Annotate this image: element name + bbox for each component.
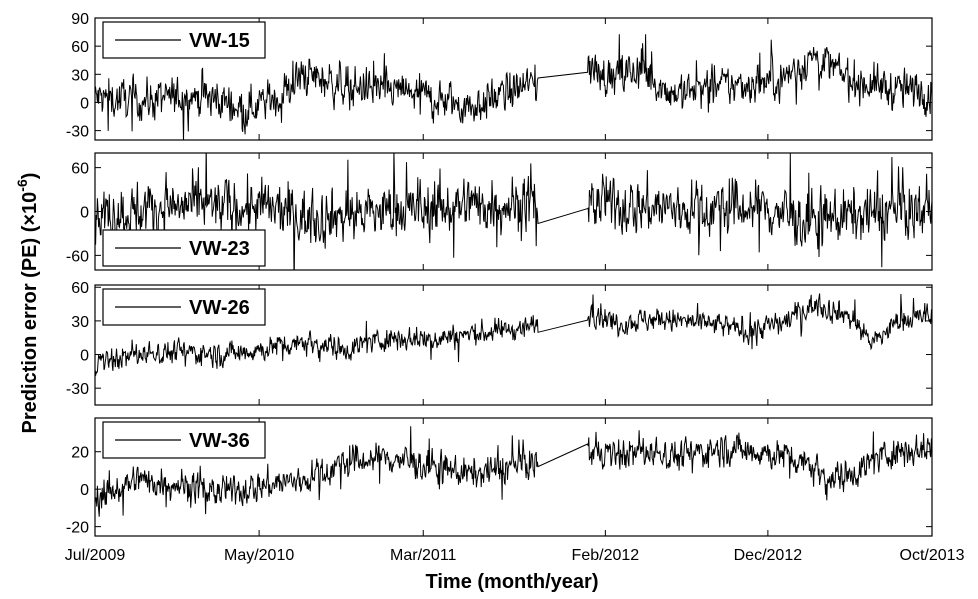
- y-tick-label: -20: [66, 520, 89, 537]
- series-line-vw-26: [95, 293, 932, 376]
- panel-vw-23: -60 0 60 VW-23: [66, 152, 933, 271]
- y-axis-title-close: ): [19, 173, 41, 180]
- y-axis-title-main: Prediction error (PE) (×10: [19, 192, 41, 434]
- axes-box: [94, 417, 933, 537]
- series-line-vw-36: [95, 426, 932, 517]
- y-tick-label: 20: [71, 445, 89, 462]
- x-tick-label: Feb/2012: [572, 547, 640, 564]
- legend: VW-15: [102, 21, 266, 59]
- y-tick-label: 60: [71, 161, 89, 178]
- series-line-vw-23: [95, 153, 932, 270]
- y-tick-label: 0: [80, 482, 89, 499]
- legend: VW-26: [102, 288, 266, 326]
- y-axis-title: Prediction error (PE) (×10-6): [14, 173, 41, 434]
- legend-label: VW-15: [189, 30, 250, 52]
- y-tick-label: 0: [80, 205, 89, 222]
- y-tick-label: 60: [71, 280, 89, 297]
- legend-label: VW-23: [189, 238, 250, 260]
- y-tick-label: 60: [71, 39, 89, 56]
- y-tick-label: 30: [71, 67, 89, 84]
- x-tick-label: Jul/2009: [65, 547, 126, 564]
- axes-box: [94, 284, 933, 406]
- y-tick-label: -60: [66, 248, 89, 265]
- legend: VW-23: [102, 229, 266, 267]
- x-tick-label: Mar/2011: [390, 547, 457, 564]
- y-tick-label: -30: [66, 381, 89, 398]
- panels: -300306090VW-15-60060VW-23-3003060VW-26-…: [65, 11, 965, 564]
- y-tick-label: 0: [80, 95, 89, 112]
- axes-box: [94, 17, 933, 141]
- y-tick-label: -30: [66, 124, 89, 141]
- legend: VW-36: [102, 421, 266, 459]
- legend-label: VW-36: [189, 430, 250, 452]
- y-tick-label: 0: [80, 348, 89, 365]
- panel-vw-36: -20 0 20 VW-36: [66, 417, 933, 537]
- x-axis-title: Time (month/year): [426, 571, 599, 593]
- x-tick-label: Oct/2013: [900, 547, 965, 564]
- x-tick-label: May/2010: [224, 547, 294, 564]
- y-tick-label: 30: [71, 314, 89, 331]
- y-tick-label: 90: [71, 11, 89, 28]
- panel-vw-15: -30 0 30 60 90 VW-15: [66, 11, 933, 141]
- y-axis-title-exponent: -6: [14, 179, 30, 192]
- series-line-vw-15: [95, 34, 932, 140]
- x-tick-label: Dec/2012: [734, 547, 803, 564]
- panel-vw-26: -30 0 30 60 VW-26: [66, 280, 933, 406]
- legend-label: VW-26: [189, 297, 250, 319]
